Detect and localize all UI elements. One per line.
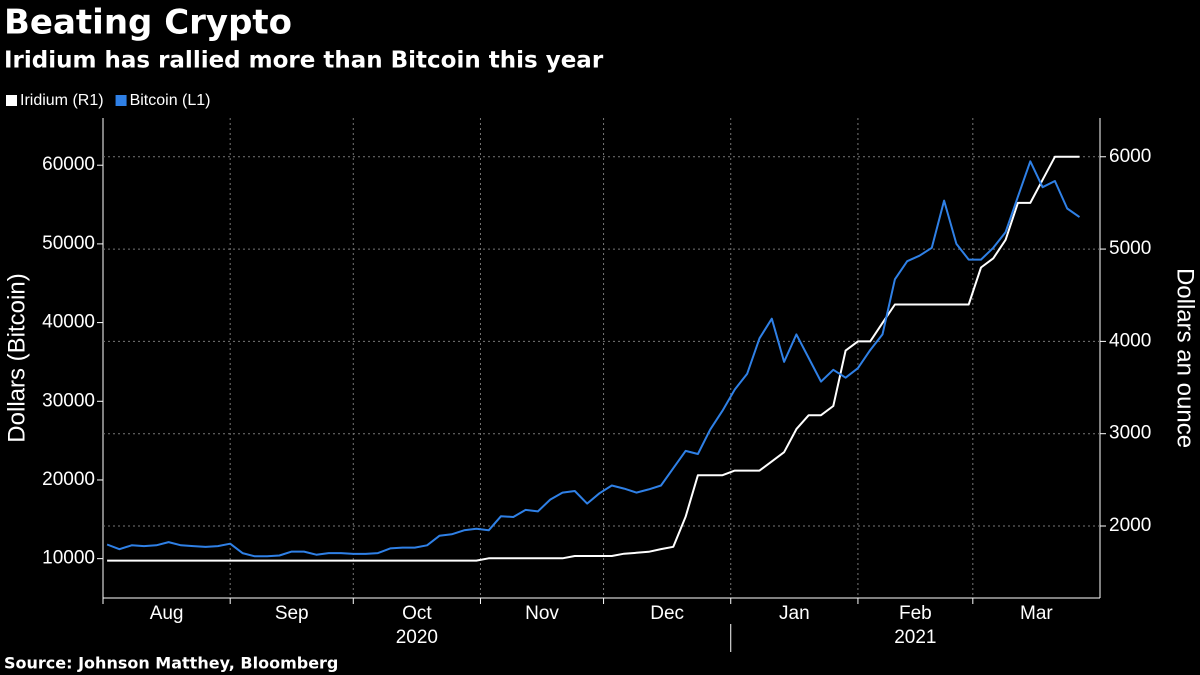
legend-label: Bitcoin (L1) [130, 92, 211, 109]
y2-axis-label: Dollars an ounce [1172, 268, 1199, 448]
chart-subtitle: Iridium has rallied more than Bitcoin th… [4, 48, 604, 74]
y-axis-label: Dollars (Bitcoin) [3, 273, 30, 442]
x-tick-label: Nov [525, 603, 559, 624]
x-tick-label: Dec [650, 603, 684, 624]
series-line [107, 155, 1080, 562]
legend-swatch [115, 95, 127, 106]
x-tick-label: Oct [402, 603, 432, 624]
x-tick-label: Sep [275, 603, 309, 624]
legend-swatch [6, 95, 17, 106]
source-note: Source: Johnson Matthey, Bloomberg [4, 654, 338, 673]
y-tick-label: 20000 [42, 469, 95, 490]
y-tick-label: 10000 [42, 548, 95, 569]
x-tick-label: Jan [779, 603, 810, 624]
y-tick-label: 50000 [42, 233, 95, 254]
y2-tick-label: 5000 [1109, 238, 1151, 259]
y2-tick-label: 2000 [1109, 515, 1151, 536]
year-label: 2020 [396, 627, 438, 648]
x-tick-label: Aug [150, 603, 184, 624]
year-label: 2021 [894, 627, 936, 648]
legend-label: Iridium (R1) [20, 92, 104, 109]
y2-tick-label: 3000 [1109, 423, 1151, 444]
x-tick-label: Feb [899, 603, 932, 624]
chart-title: Beating Crypto [4, 3, 292, 43]
series-line [106, 160, 1081, 558]
y-tick-label: 30000 [42, 390, 95, 411]
y2-tick-label: 4000 [1109, 330, 1151, 351]
y-tick-label: 40000 [42, 312, 95, 333]
y2-tick-label: 6000 [1109, 146, 1151, 167]
y-tick-label: 60000 [42, 154, 95, 175]
x-tick-label: Mar [1020, 603, 1053, 624]
